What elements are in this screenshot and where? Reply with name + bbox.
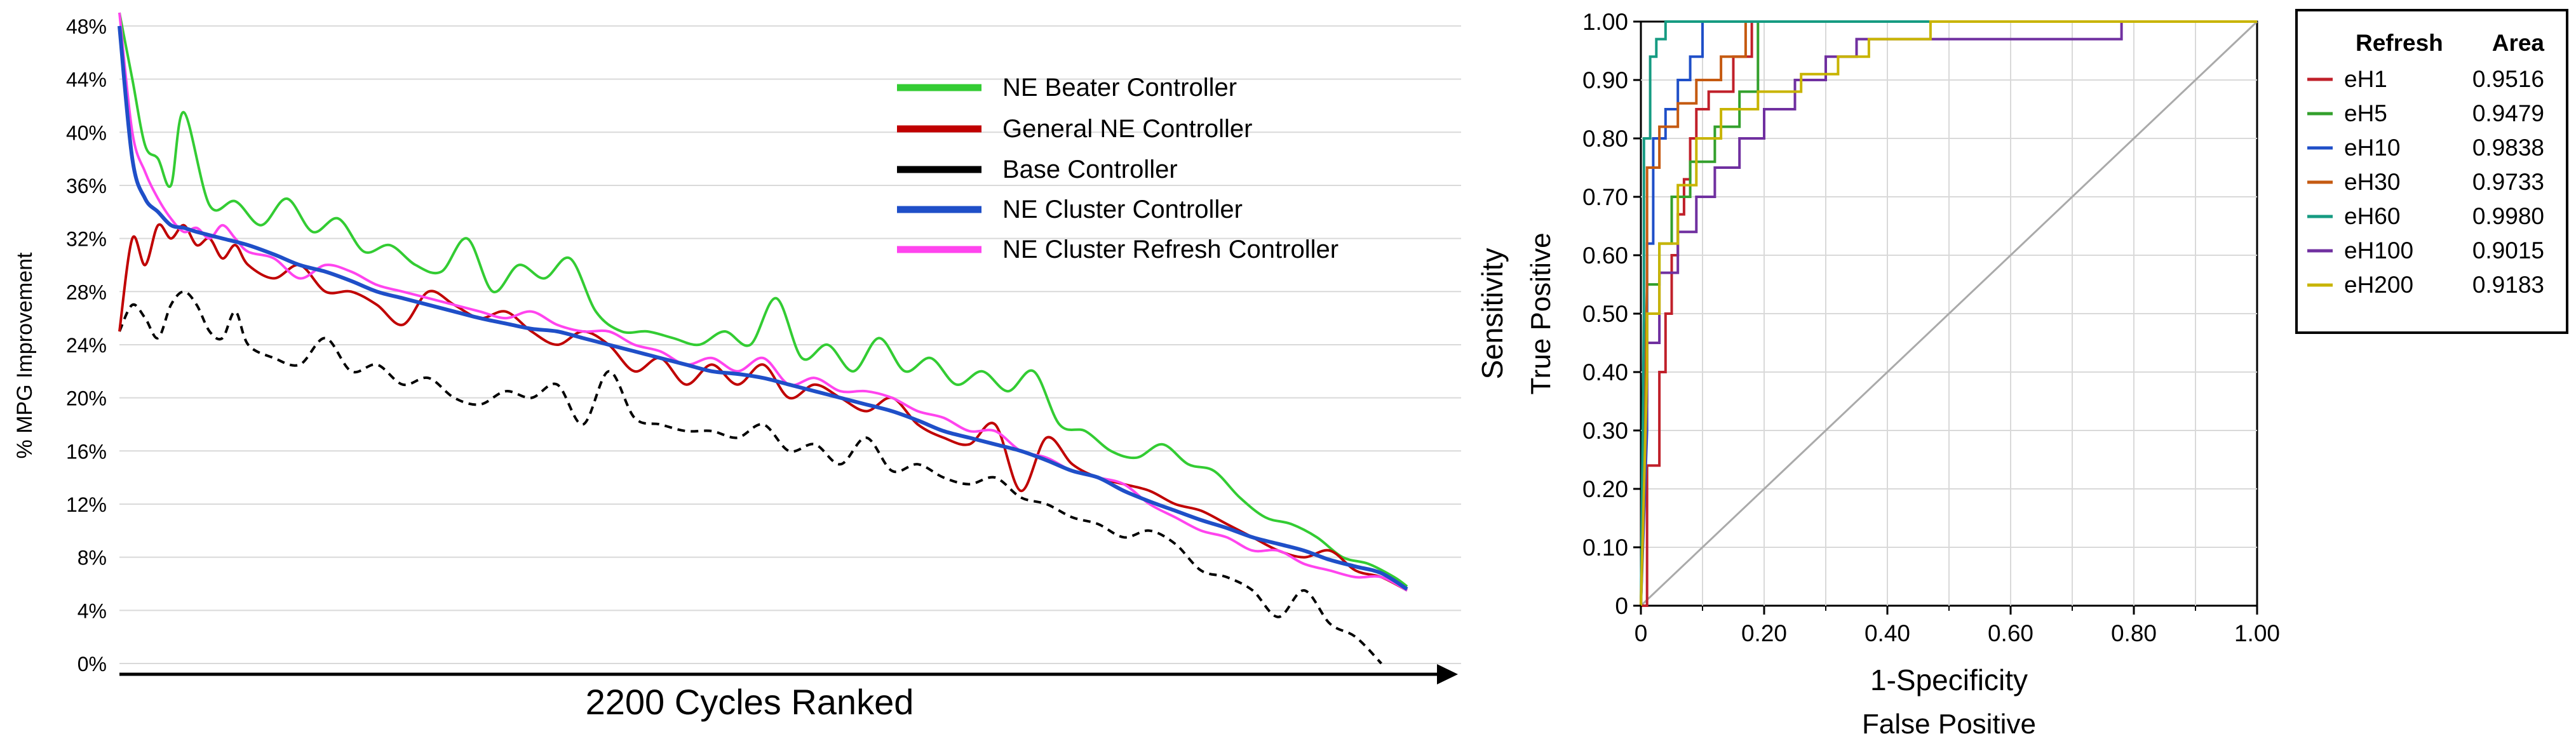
roc-y-tick-label: 0.10 [1582,535,1628,561]
left-y-axis-label: % MPG Improvement [13,252,37,459]
roc-legend-header-refresh: Refresh [2356,30,2443,56]
roc-legend-area-eh30: 0.9733 [2472,169,2544,195]
roc-legend-area-eh100: 0.9015 [2472,237,2544,263]
roc-legend-label-eh10: eH10 [2344,135,2400,161]
roc-x-tick-label: 0.60 [1988,620,2033,646]
roc-legend-header-area: Area [2492,30,2545,56]
series-line-general-ne-controller [118,223,1408,592]
roc-y-tick-label: 0 [1615,593,1628,619]
roc-legend-label-eh1: eH1 [2344,66,2387,92]
roc-x-tick-label: 0.20 [1741,620,1787,646]
roc-x-tick-label: 0.40 [1865,620,1910,646]
roc-chart: 0 0.20 0.40 0.60 0.80 1.00 00.100.200.300.400… [1476,9,2280,740]
roc-legend-label-eh100: eH100 [2344,237,2413,263]
roc-x-axis-label-2: False Positive [1862,709,2036,740]
legend-label-ne-cluster-refresh: NE Cluster Refresh Controller [1002,236,1339,263]
legend-label-base: Base Controller [1002,156,1178,183]
left-y-tick-label: 36% [66,175,107,197]
roc-legend-label-eh60: eH60 [2344,203,2400,229]
roc-y-ticks: 0 0.10 0.20 0.30 0.40 0.50 0.60 0.70 0.80 0.90 1.0… [1582,9,1641,619]
left-y-tick-label: 20% [66,387,107,410]
roc-legend-label-eh30: eH30 [2344,169,2400,195]
roc-line-eh200 [1640,20,2257,606]
roc-legend-label-eh200: eH200 [2344,272,2413,298]
roc-legend-area-eh200: 0.9183 [2472,272,2544,298]
series-line-ne-beater-controller [118,12,1408,588]
legend-label-ne-beater: NE Beater Controller [1002,74,1237,102]
left-series-lines [118,12,1408,665]
roc-y-tick-label: 0.80 [1582,126,1628,152]
left-y-tick-label: 28% [66,281,107,303]
roc-x-tick-label: 0.80 [2111,620,2157,646]
roc-series-lines [1640,20,2257,607]
roc-x-ticks: 0 0.20 0.40 0.60 0.80 1.00 [1635,606,2280,646]
roc-diagonal [1640,20,2258,607]
left-y-tick-label: 12% [66,493,107,516]
roc-legend-area-eh5: 0.9479 [2472,100,2544,126]
left-y-tick-label: 8% [78,547,107,570]
roc-legend-rows: eH1 0.9516 eH5 0.9479 eH10 0.9838 eH30 0.9733 eH… [2307,66,2544,298]
roc-legend-table: Refresh Area eH1 0.9516 eH5 0.9479 eH10 0.983… [2295,9,2568,334]
roc-y-tick-label: 1.00 [1582,9,1628,35]
roc-legend-box [2295,9,2568,334]
left-y-tick-label: 32% [66,228,107,251]
roc-legend-label-eh5: eH5 [2344,100,2387,126]
series-line-ne-cluster-controller [118,25,1408,591]
left-y-ticks: 0% 4% 8% 12% 16% 20% 24% 28% 32% 36% 40% 44% 48% [66,15,107,676]
roc-y-tick-label: 0.40 [1582,359,1628,385]
left-y-tick-label: 48% [66,15,107,38]
left-legend: NE Beater Controller General NE Controll… [897,74,1339,263]
roc-legend-area-eh60: 0.9980 [2472,203,2544,229]
roc-line-eh30 [1640,20,2257,606]
roc-y-axis-label-2: True Positive [1525,232,1556,394]
roc-y-tick-label: 0.70 [1582,184,1628,210]
roc-line-eh5 [1640,20,2257,606]
roc-x-axis-label: 1-Specificity [1870,663,2028,696]
roc-y-tick-label: 0.90 [1582,67,1628,93]
roc-x-tick-label: 1.00 [2234,620,2280,646]
left-x-axis-arrow [1437,664,1458,684]
roc-legend-area-eh1: 0.9516 [2472,66,2544,92]
roc-legend-area-eh10: 0.9838 [2472,135,2544,161]
roc-x-tick-label: 0 [1635,620,1648,646]
roc-y-tick-label: 0.50 [1582,301,1628,327]
left-gridlines [119,25,1461,664]
left-y-tick-label: 16% [66,440,107,463]
roc-y-tick-label: 0.30 [1582,418,1628,444]
roc-y-tick-label: 0.20 [1582,476,1628,502]
roc-y-tick-label: 0.60 [1582,243,1628,269]
left-x-axis-label: 2200 Cycles Ranked [586,682,914,722]
mpg-improvement-chart: 0% 4% 8% 12% 16% 20% 24% 28% 32% 36% 40% 44% 48% 220… [13,12,1461,722]
left-y-tick-label: 0% [78,653,107,676]
left-y-tick-label: 4% [78,599,107,622]
left-y-tick-label: 40% [66,121,107,144]
left-y-tick-label: 44% [66,69,107,91]
roc-line-eh60 [1640,20,2257,606]
roc-y-axis-label: Sensitivity [1476,248,1509,379]
legend-label-general-ne: General NE Controller [1002,115,1253,143]
legend-label-ne-cluster: NE Cluster Controller [1002,196,1243,223]
series-line-base-controller [118,290,1382,665]
left-y-tick-label: 24% [66,334,107,357]
